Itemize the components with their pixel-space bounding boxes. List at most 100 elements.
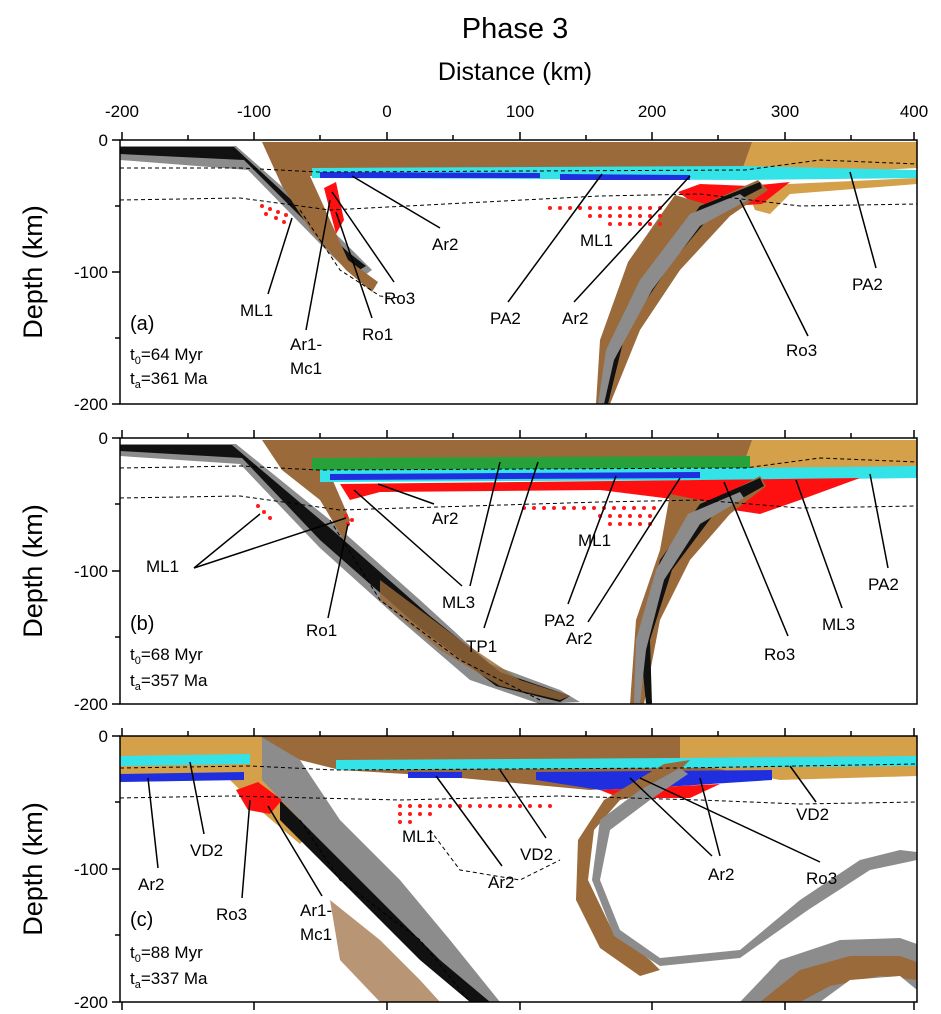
melt-dots [260,204,662,226]
panel-b-t0: t0=68 Myr [130,645,203,667]
y-tick-label: 0 [99,131,108,150]
label-Ro3: Ro3 [216,905,247,924]
y-tick-label: -100 [74,263,108,282]
isotherm-lower [120,795,917,805]
panel-c-labels: Ar2 VD2 Ro3 Ar1- Mc1 ML1 Ar2 VD2 Ar2 Ro3… [138,805,837,944]
isotherm-lower [120,495,917,511]
label-Ar2: Ar2 [708,865,734,884]
x-axis-label: Distance (km) [438,58,592,86]
label-Mc1: Mc1 [300,925,332,944]
layer-blue [408,772,462,778]
plate-ochre-lower [745,178,917,214]
x-tick-label: 300 [771,102,799,121]
slab-right-brown [630,476,766,704]
isotherm-slab [299,209,401,299]
isotherm-slab [299,819,471,1002]
panel-a-frame [119,139,918,405]
panel-a-letter: (a) [130,313,154,335]
panel-c-t0: t0=88 Myr [130,943,203,965]
panel-c-model [120,736,917,1002]
figure-title: Phase 3 [462,13,568,45]
panel-b-leaders [193,461,889,637]
y-tick-label: -100 [74,860,108,879]
label-PA2: PA2 [852,275,883,294]
y-tick-label: -100 [74,562,108,581]
panel-a-y-axis-label: Depth (km) [18,205,48,339]
label-VD2: VD2 [520,845,553,864]
label-PA2: PA2 [868,575,899,594]
swirl-white [820,976,917,1002]
isotherm-slab [329,519,541,701]
slab-grey [262,736,500,1002]
label-Ro3: Ro3 [806,869,837,888]
panel-c-y-ticks: 0 -100 -200 [74,727,108,1012]
layer-blue [330,472,700,480]
x-tick-labels: -200 -100 0 100 200 300 400 [105,102,928,121]
x-tick-label: -100 [237,102,271,121]
label-Ro3: Ro3 [786,341,817,360]
slab-right-black [640,478,764,704]
layer-blue [320,172,540,178]
panel-c: 0 -100 -200 Depth (km) Ar2 VD2 Ro3 Ar1- … [18,727,918,1012]
y-tick-label: 0 [99,727,108,746]
label-Ar1: Ar1- [290,335,322,354]
isotherm-upper [120,159,917,173]
panel-a: 0 -100 -200 Depth (km) ML1 Ar1- Mc1 Ro1 … [18,131,918,414]
melt-dots [398,804,552,824]
label-Mc1: Mc1 [290,359,322,378]
label-Ar2: Ar2 [138,875,164,894]
panel-a-model [120,142,917,404]
isotherm-upper [120,763,917,771]
slab-right-grey [634,492,744,704]
panel-c-ta: ta=337 Ma [130,969,208,991]
y-tick-label: -200 [74,395,108,414]
melt-red [236,782,282,814]
x-tick-label: 0 [382,102,391,121]
label-PA2: PA2 [490,309,521,328]
isotherm-upper [120,457,917,471]
label-ML1: ML1 [240,301,273,320]
melt-red [340,478,860,514]
y-tick-label: -200 [74,695,108,714]
layer-cyan [120,754,250,766]
swirl-brown [760,956,917,1002]
panel-c-letter: (c) [130,909,153,931]
panel-a-labels: ML1 Ar1- Mc1 Ro1 Ro3 Ar2 PA2 ML1 Ar2 Ro3… [240,231,883,378]
panel-c-y-axis-label: Depth (km) [18,802,48,936]
slab-grey [120,444,580,704]
panel-b-y-ticks: 0 -100 -200 [74,429,108,714]
label-Ar2: Ar2 [562,309,588,328]
plate-ochre [742,440,917,474]
x-tick-label: 400 [900,102,928,121]
panel-b-labels: ML1 Ro1 Ar2 ML3 TP1 PA2 ML1 Ar2 Ro3 ML3 … [146,509,899,664]
panel-a-y-ticks: 0 -100 -200 [74,131,108,414]
label-ML1: ML1 [402,827,435,846]
label-PA2: PA2 [544,611,575,630]
label-VD2: VD2 [190,841,223,860]
label-ML1: ML1 [146,557,179,576]
label-ML1: ML1 [580,231,613,250]
label-ML1: ML1 [578,531,611,550]
x-tick-label: -200 [105,102,139,121]
panel-b: 0 -100 -200 Depth (km) ML1 Ro1 Ar2 ML3 T… [18,429,918,714]
panel-a-leaders [267,171,877,337]
label-Ro1: Ro1 [362,325,393,344]
isotherm-wedge [429,829,561,881]
panel-b-ta: ta=357 Ma [130,671,208,693]
label-Ro1: Ro1 [306,621,337,640]
panel-a-ticks [112,132,915,405]
label-TP1: TP1 [466,637,497,656]
x-tick-label: 200 [638,102,666,121]
panel-c-leaders [147,761,821,899]
slab-brown-speckle [330,900,440,1002]
panel-c-ticks [112,728,915,1010]
slab-right-brown [596,180,768,404]
y-tick-label: -200 [74,993,108,1012]
panel-b-model [120,440,917,704]
layer-blue [560,174,690,180]
label-Ro3: Ro3 [384,289,415,308]
label-VD2: VD2 [796,805,829,824]
slab-right-brown [576,760,690,976]
label-Ar2: Ar2 [566,629,592,648]
